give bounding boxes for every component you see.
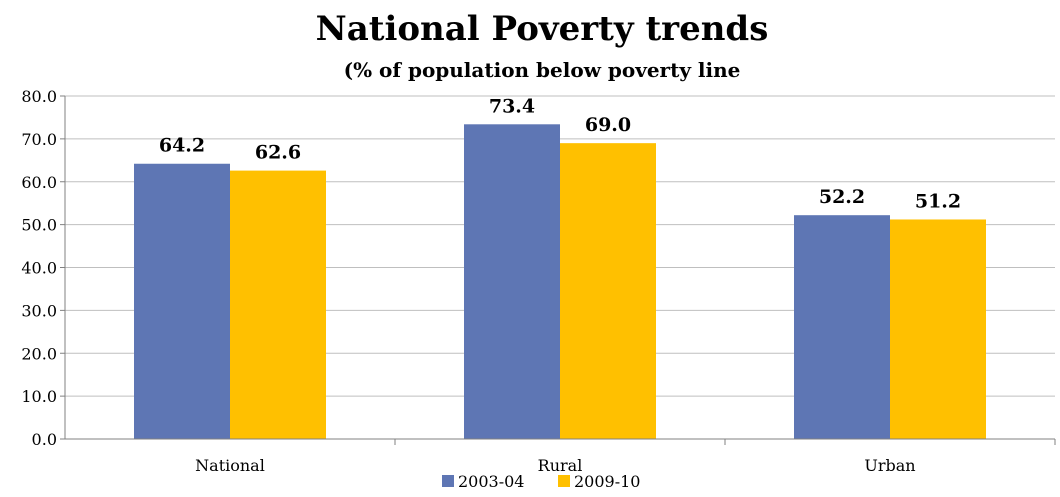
data-label: 69.0: [585, 114, 631, 136]
data-label: 64.2: [159, 135, 205, 157]
legend-label: 2003-04: [458, 472, 524, 491]
y-tick-label: 20.0: [21, 344, 57, 363]
y-tick-label: 0.0: [32, 430, 57, 449]
x-axis-labels: National Rural Urban: [195, 456, 915, 475]
category-label: National: [195, 456, 265, 475]
legend-label: 2009-10: [574, 472, 640, 491]
y-tick-label: 60.0: [21, 173, 57, 192]
chart-title: National Poverty trends: [316, 9, 769, 49]
bar-urban-2009-10: [890, 219, 986, 439]
category-label: Rural: [538, 456, 583, 475]
legend-swatch: [442, 475, 454, 487]
bar-national-2009-10: [230, 170, 326, 440]
data-label: 52.2: [819, 186, 865, 208]
bars: [134, 124, 986, 440]
bar-national-2003-04: [134, 163, 230, 439]
bar-rural-2003-04: [464, 124, 560, 440]
y-tick-label: 10.0: [21, 387, 57, 406]
category-label: Urban: [864, 456, 915, 475]
bar-rural-2009-10: [560, 143, 656, 439]
legend-swatch: [558, 475, 570, 487]
chart-subtitle: (% of population below poverty line: [344, 58, 741, 82]
y-tick-label: 70.0: [21, 130, 57, 149]
bar-urban-2003-04: [794, 215, 890, 439]
data-label: 62.6: [255, 142, 301, 164]
data-label: 73.4: [489, 95, 535, 117]
y-tick-label: 40.0: [21, 259, 57, 278]
y-tick-label: 80.0: [21, 87, 57, 106]
y-tick-label: 50.0: [21, 216, 57, 235]
y-tick-label: 30.0: [21, 301, 57, 320]
data-label: 51.2: [915, 190, 961, 212]
legend: 2003-04 2009-10: [442, 472, 640, 491]
axes: [60, 95, 1056, 445]
y-axis-ticks: 0.0 10.0 20.0 30.0 40.0 50.0 60.0 70.0 80.0: [21, 87, 57, 449]
data-labels: 64.2 62.6 73.4 69.0 52.2 51.2: [159, 95, 961, 212]
